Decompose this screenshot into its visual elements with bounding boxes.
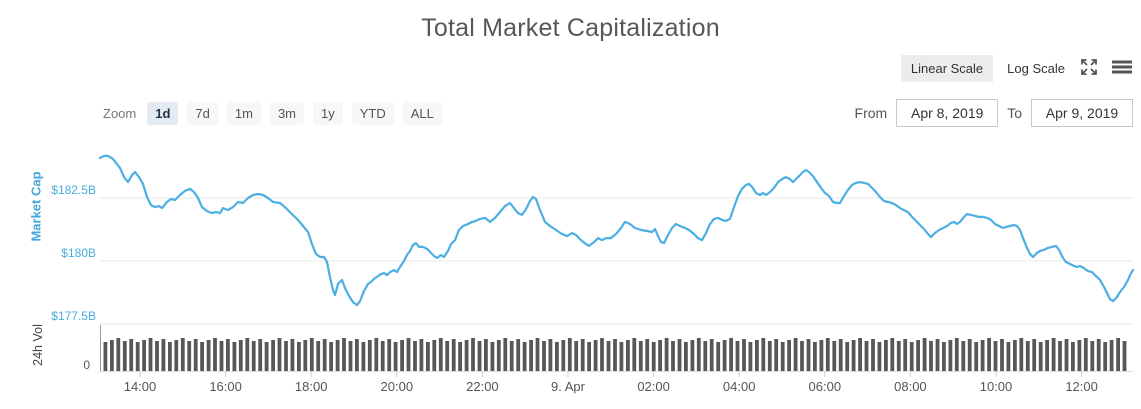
to-label: To bbox=[1007, 105, 1022, 121]
date-range: From To bbox=[855, 99, 1133, 127]
zoom-3m-button[interactable]: 3m bbox=[269, 101, 304, 125]
svg-text:$180B: $180B bbox=[61, 246, 96, 260]
svg-text:$177.5B: $177.5B bbox=[51, 309, 96, 323]
zoom-label: Zoom bbox=[103, 105, 137, 121]
zoom-ytd-button[interactable]: YTD bbox=[351, 101, 394, 125]
svg-text:12:00: 12:00 bbox=[1065, 379, 1098, 394]
svg-text:18:00: 18:00 bbox=[295, 379, 328, 394]
y-tick-labels: $182.5B $180B $177.5B bbox=[51, 183, 96, 323]
svg-text:04:00: 04:00 bbox=[723, 379, 756, 394]
fullscreen-button[interactable] bbox=[1079, 57, 1099, 80]
market-cap-line bbox=[98, 154, 1135, 307]
scale-toggle: Linear Scale Log Scale bbox=[900, 54, 1133, 82]
svg-text:08:00: 08:00 bbox=[894, 379, 927, 394]
zoom-all-button[interactable]: ALL bbox=[402, 101, 442, 125]
zoom-7d-button[interactable]: 7d bbox=[187, 101, 218, 125]
log-scale-button[interactable]: Log Scale bbox=[1005, 55, 1067, 82]
zoom-controls: Zoom 1d 7d 1m 3m 1y YTD ALL bbox=[103, 100, 442, 126]
page-title: Total Market Capitalization bbox=[421, 14, 720, 42]
from-date-input[interactable] bbox=[896, 99, 999, 127]
svg-text:10:00: 10:00 bbox=[980, 379, 1013, 394]
svg-text:20:00: 20:00 bbox=[381, 379, 414, 394]
y-gridlines bbox=[100, 197, 1133, 325]
chart-menu-button[interactable] bbox=[1111, 59, 1133, 78]
svg-text:$182.5B: $182.5B bbox=[51, 183, 96, 197]
hamburger-menu-icon bbox=[1111, 59, 1133, 78]
from-label: From bbox=[854, 105, 888, 121]
svg-text:02:00: 02:00 bbox=[637, 379, 670, 394]
to-date-input[interactable] bbox=[1031, 99, 1133, 127]
volume-bars bbox=[103, 338, 1127, 371]
zoom-1m-button[interactable]: 1m bbox=[226, 101, 261, 125]
svg-text:9. Apr: 9. Apr bbox=[551, 379, 586, 394]
svg-text:16:00: 16:00 bbox=[209, 379, 242, 394]
expand-icon bbox=[1079, 57, 1099, 80]
svg-text:22:00: 22:00 bbox=[466, 379, 499, 394]
x-tick-labels: 14:00 16:00 18:00 20:00 22:00 9. Apr 02:00 04:0… bbox=[124, 371, 1098, 394]
zoom-1y-button[interactable]: 1y bbox=[313, 101, 343, 125]
zoom-1d-button[interactable]: 1d bbox=[147, 101, 179, 125]
volume-zero-label: 0 bbox=[83, 358, 90, 372]
svg-text:06:00: 06:00 bbox=[809, 379, 842, 394]
svg-text:14:00: 14:00 bbox=[124, 379, 157, 394]
linear-scale-button[interactable]: Linear Scale bbox=[900, 54, 994, 82]
